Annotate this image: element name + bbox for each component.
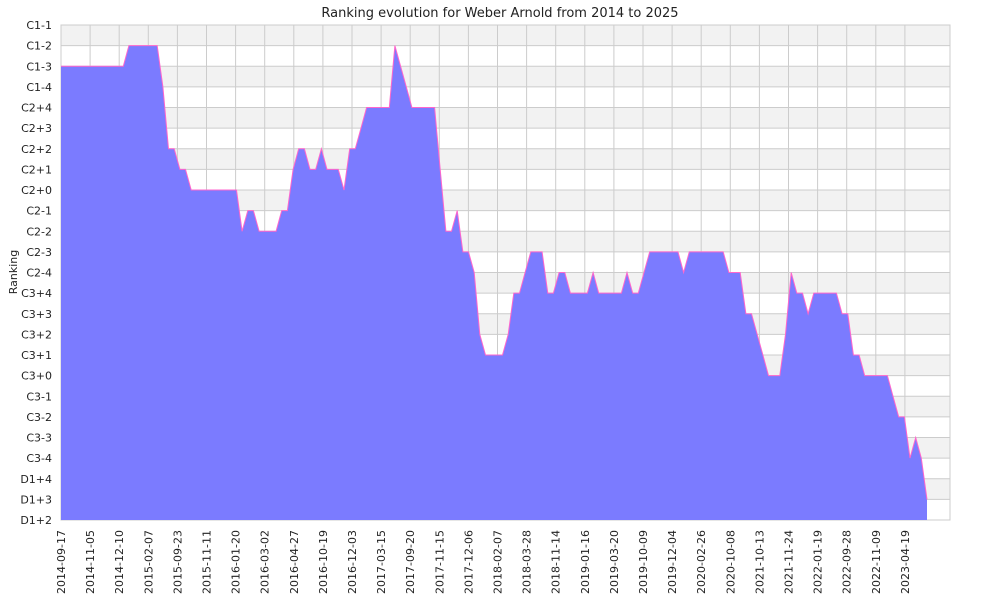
y-tick-label: C3+4 (21, 287, 52, 300)
x-tick-labels: 2014-09-17 2014-11-05 2014-12-10 2015-02-07… (55, 530, 912, 594)
y-tick-label: C2+3 (21, 122, 52, 135)
row-band (61, 108, 950, 129)
x-tick-label: 2014-11-05 (84, 530, 97, 594)
x-tick-label: 2020-10-08 (724, 530, 737, 594)
x-tick-label: 2014-09-17 (55, 530, 68, 594)
y-tick-label: C2+0 (21, 184, 52, 197)
y-tick-label: C2-3 (26, 246, 52, 259)
x-tick-label: 2016-01-20 (230, 530, 243, 594)
x-tick-label: 2019-03-20 (608, 530, 621, 594)
y-tick-label: C3-2 (26, 411, 52, 424)
x-tick-label: 2016-04-27 (288, 530, 301, 594)
x-tick-label: 2017-09-20 (404, 530, 417, 594)
y-tick-label: C2+1 (21, 163, 52, 176)
y-tick-label: C1-3 (26, 60, 52, 73)
x-tick-label: 2015-11-11 (201, 530, 214, 594)
x-tick-label: 2018-03-28 (521, 530, 534, 594)
y-tick-label: C2-4 (26, 267, 52, 280)
x-tick-label: 2016-03-02 (259, 530, 272, 594)
x-tick-label: 2017-11-15 (433, 530, 446, 594)
y-tick-label: C3+3 (21, 308, 52, 321)
chart-title: Ranking evolution for Weber Arnold from … (321, 6, 678, 21)
y-tick-label: C2-1 (26, 205, 52, 218)
x-tick-label: 2018-11-14 (550, 530, 563, 594)
x-tick-label: 2022-09-28 (841, 530, 854, 594)
y-tick-label: C3+2 (21, 328, 52, 341)
row-band (61, 66, 950, 87)
row-band (61, 149, 950, 170)
x-tick-label: 2023-04-19 (899, 530, 912, 594)
y-tick-label: C2+2 (21, 143, 52, 156)
y-tick-label: C3+1 (21, 349, 52, 362)
x-tick-label: 2016-12-03 (346, 530, 359, 594)
y-tick-label: C1-4 (26, 81, 52, 94)
x-tick-label: 2015-09-23 (171, 530, 184, 594)
y-tick-label: C2-2 (26, 225, 52, 238)
y-tick-label: D1+4 (20, 473, 52, 486)
x-tick-label: 2021-11-24 (783, 530, 796, 594)
x-tick-label: 2017-12-06 (462, 530, 475, 594)
y-tick-label: C3-3 (26, 432, 52, 445)
x-tick-label: 2020-02-26 (695, 530, 708, 594)
x-tick-label: 2021-10-13 (753, 530, 766, 594)
x-tick-label: 2019-12-04 (666, 530, 679, 594)
y-tick-label: C3-1 (26, 390, 52, 403)
x-tick-label: 2016-10-19 (317, 530, 330, 594)
x-tick-label: 2019-01-16 (579, 530, 592, 594)
y-tick-label: C1-1 (26, 19, 52, 32)
row-band (61, 25, 950, 46)
y-tick-labels: C1-1 C1-2 C1-3 C1-4 C2+4 C2+3 C2+2 C2+1 C2+0 C2-1… (20, 19, 52, 527)
x-tick-label: 2017-03-15 (375, 530, 388, 594)
y-tick-label: D1+2 (20, 514, 52, 527)
y-tick-label: C1-2 (26, 40, 52, 53)
y-tick-label: C2+4 (21, 102, 52, 115)
x-tick-label: 2019-10-09 (637, 530, 650, 594)
y-tick-label: C3-4 (26, 452, 52, 465)
x-tick-label: 2018-02-07 (492, 530, 505, 594)
y-axis-label: Ranking (7, 250, 20, 295)
x-tick-label: 2022-01-19 (812, 530, 825, 594)
y-tick-label: D1+3 (20, 493, 52, 506)
y-tick-label: C3+0 (21, 370, 52, 383)
x-tick-label: 2022-11-09 (870, 530, 883, 594)
x-tick-label: 2015-02-07 (142, 530, 155, 594)
x-tick-label: 2014-12-10 (113, 530, 126, 594)
